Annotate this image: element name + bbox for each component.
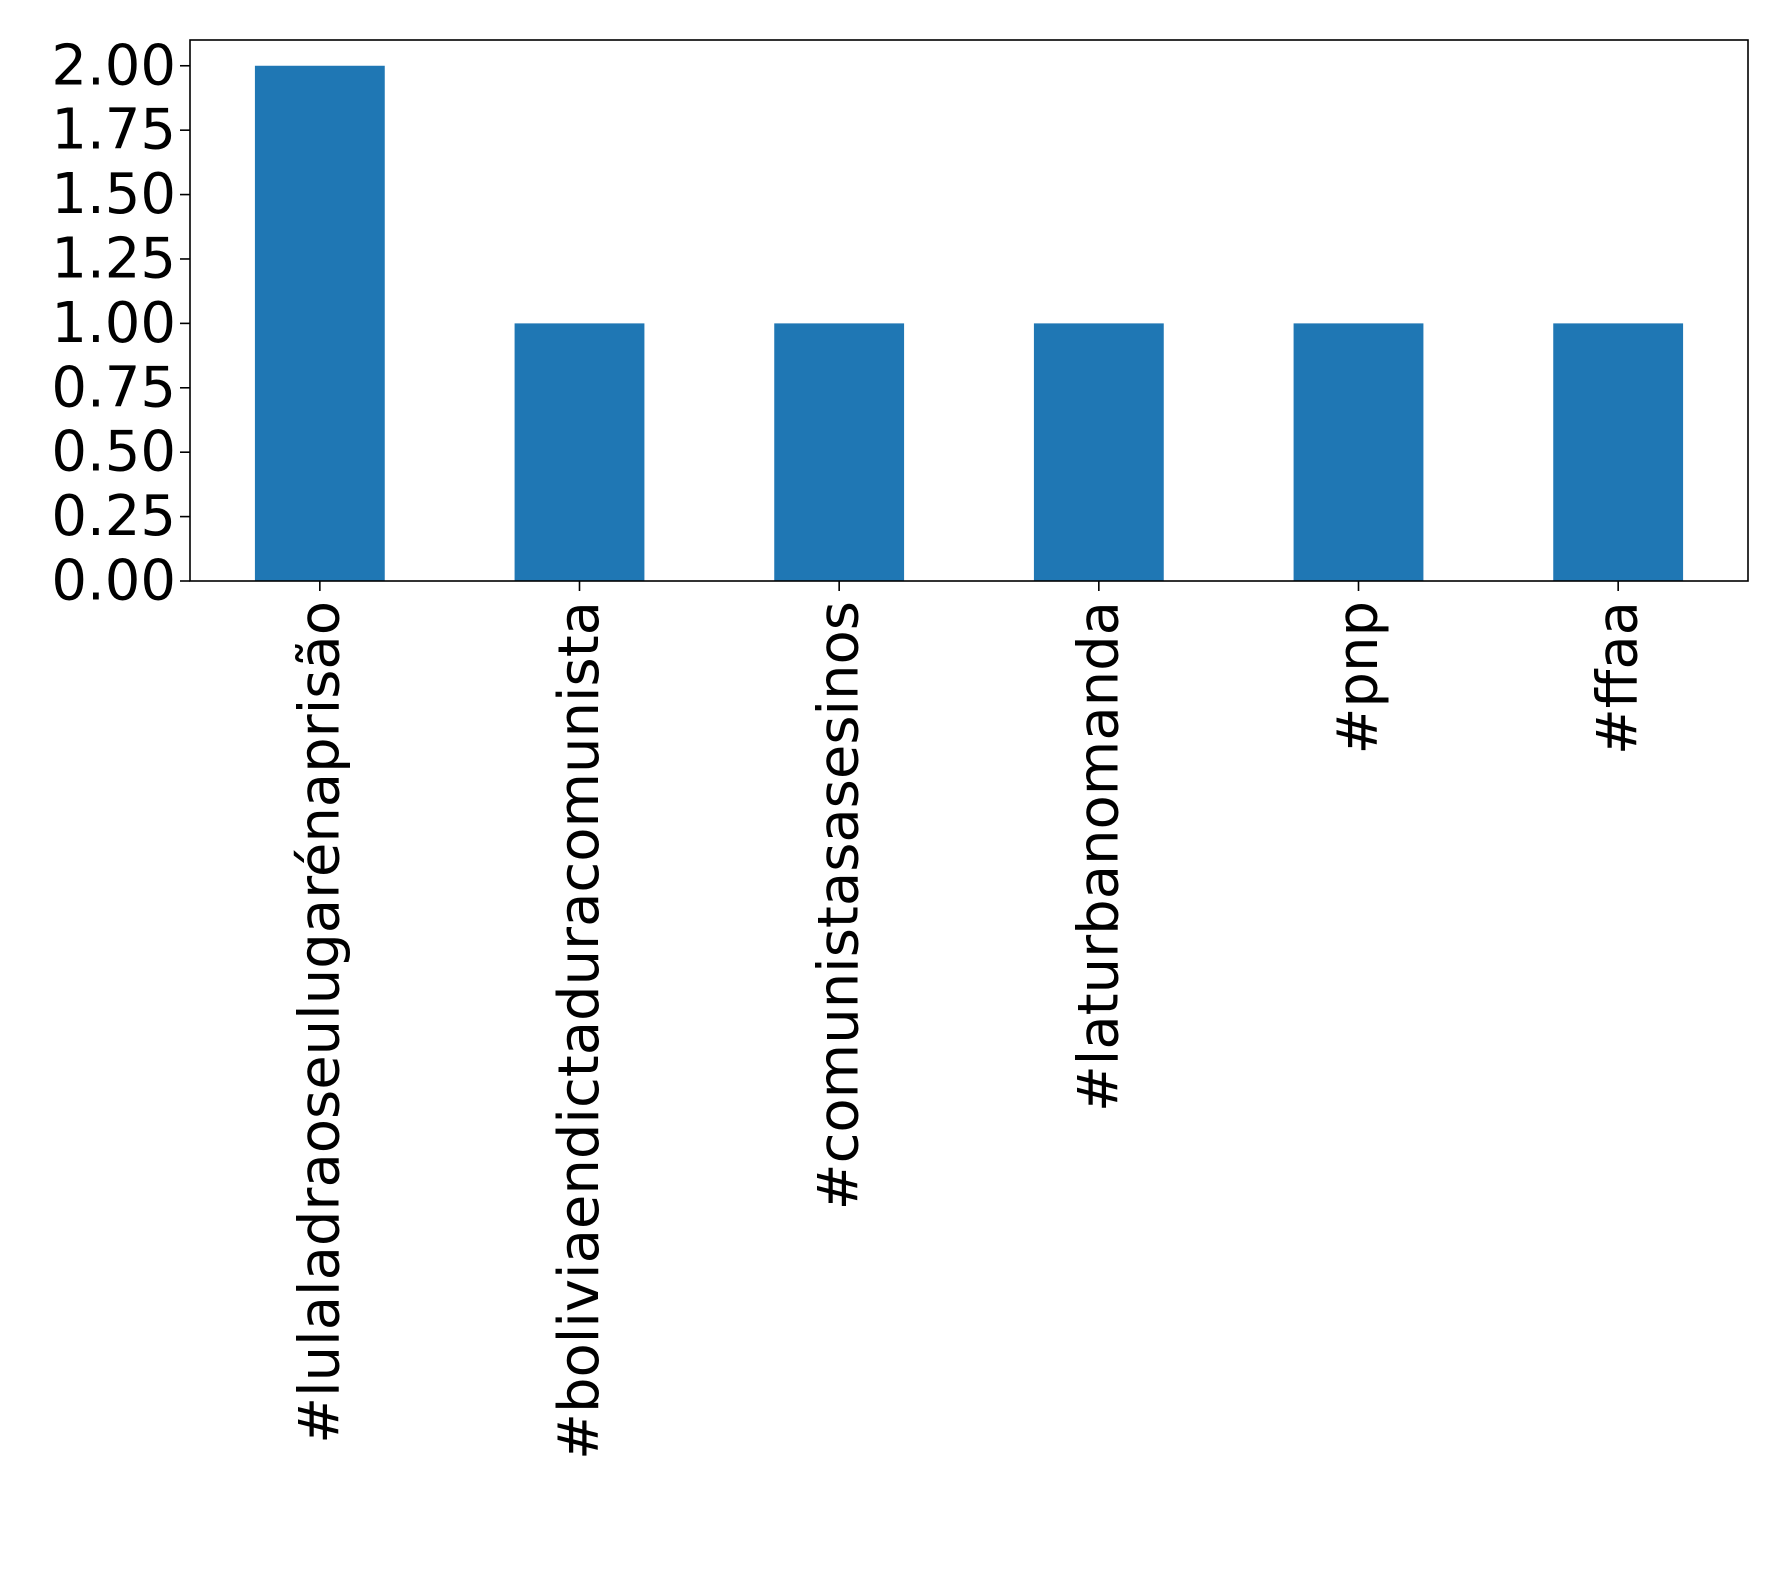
axes-frame bbox=[189, 39, 1749, 582]
bar bbox=[1293, 323, 1424, 581]
bar bbox=[514, 323, 645, 581]
y-tick-label: 1.00 bbox=[51, 291, 176, 356]
y-axis: 0.000.250.500.751.001.251.501.752.00 bbox=[51, 33, 190, 614]
y-tick-label: 0.25 bbox=[51, 484, 176, 549]
x-tick-label: #laturbanomanda bbox=[1066, 601, 1131, 1112]
bar bbox=[254, 65, 385, 581]
x-tick-label: #pnp bbox=[1326, 601, 1391, 755]
x-tick-label: #boliviaendictaduracomunista bbox=[547, 601, 612, 1460]
bar bbox=[1553, 323, 1684, 581]
y-tick-label: 1.75 bbox=[51, 98, 176, 163]
x-tick-label: #comunistasasesinos bbox=[807, 601, 872, 1210]
y-tick-label: 2.00 bbox=[51, 33, 176, 98]
bar bbox=[774, 323, 905, 581]
y-tick-label: 0.50 bbox=[51, 420, 176, 485]
y-tick-label: 1.25 bbox=[51, 226, 176, 291]
y-tick-label: 0.00 bbox=[51, 549, 176, 614]
bars-group bbox=[254, 65, 1684, 581]
x-axis: #lulaladraoseulugarénaprisão #boliviaendi… bbox=[287, 581, 1651, 1460]
x-tick-label: #lulaladraoseulugarénaprisão bbox=[287, 601, 352, 1444]
y-tick-label: 0.75 bbox=[51, 355, 176, 420]
y-tick-label: 1.50 bbox=[51, 162, 176, 227]
bar bbox=[1033, 323, 1164, 581]
x-tick-label: #ffaa bbox=[1586, 601, 1651, 755]
